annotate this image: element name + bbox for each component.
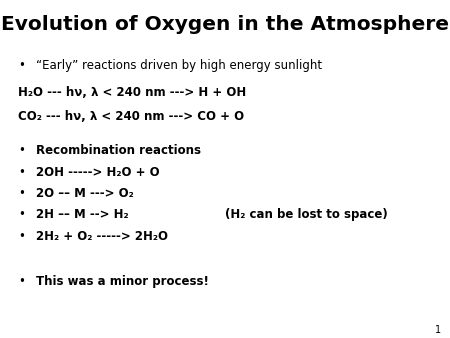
Text: This was a minor process!: This was a minor process!: [36, 275, 209, 288]
Text: 2H₂ + O₂ -----> 2H₂O: 2H₂ + O₂ -----> 2H₂O: [36, 230, 168, 242]
Text: 2OH -----> H₂O + O: 2OH -----> H₂O + O: [36, 166, 160, 178]
Text: H₂O --- hν, λ < 240 nm ---> H + OH: H₂O --- hν, λ < 240 nm ---> H + OH: [18, 86, 246, 99]
Text: •: •: [18, 187, 25, 200]
Text: CO₂ --- hν, λ < 240 nm ---> CO + O: CO₂ --- hν, λ < 240 nm ---> CO + O: [18, 110, 244, 123]
Text: •: •: [18, 59, 25, 72]
Text: 2H –– M --> H₂: 2H –– M --> H₂: [36, 208, 129, 221]
Text: •: •: [18, 208, 25, 221]
Text: 1: 1: [435, 324, 441, 335]
Text: 2O –– M ---> O₂: 2O –– M ---> O₂: [36, 187, 134, 200]
Text: •: •: [18, 166, 25, 178]
Text: (H₂ can be lost to space): (H₂ can be lost to space): [225, 208, 388, 221]
Text: •: •: [18, 144, 25, 156]
Text: •: •: [18, 275, 25, 288]
Text: •: •: [18, 230, 25, 242]
Text: Recombination reactions: Recombination reactions: [36, 144, 201, 156]
Text: Evolution of Oxygen in the Atmosphere: Evolution of Oxygen in the Atmosphere: [1, 15, 449, 34]
Text: “Early” reactions driven by high energy sunlight: “Early” reactions driven by high energy …: [36, 59, 322, 72]
